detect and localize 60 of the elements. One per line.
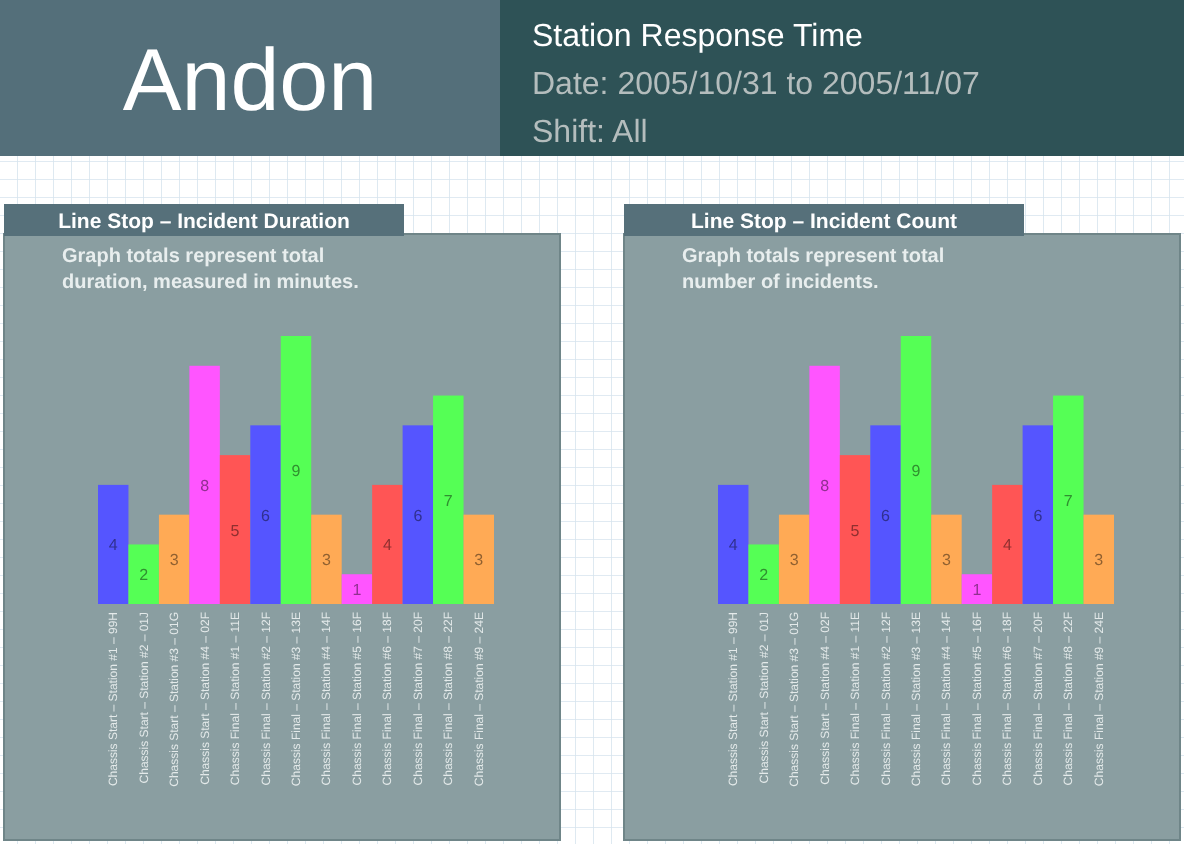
bar	[433, 395, 464, 604]
bar	[463, 514, 494, 604]
chart-title: Line Stop – Incident Duration	[58, 210, 350, 234]
data-label: 1	[352, 581, 363, 600]
bar	[900, 336, 932, 604]
data-label: 7	[443, 491, 454, 510]
text: Date: 2005/10/31 to 2005/11/07	[532, 68, 980, 102]
data-label: 3	[1094, 551, 1105, 570]
data-label: 8	[200, 476, 211, 495]
text: Station Response Time	[532, 20, 864, 54]
data-label: 6	[413, 506, 424, 525]
bar	[1022, 425, 1054, 604]
data-label: 5	[850, 521, 861, 540]
bar	[280, 336, 312, 604]
data-label: 4	[108, 536, 119, 555]
bar	[718, 484, 749, 604]
bar	[839, 455, 871, 604]
data-label: 2	[759, 566, 770, 585]
bar	[219, 455, 251, 604]
chart-title: Line Stop – Incident Count	[691, 210, 958, 234]
data-label: 3	[169, 551, 180, 570]
data-label: 2	[139, 566, 150, 585]
data-label: 3	[474, 551, 485, 570]
data-label: 3	[942, 551, 953, 570]
data-label: 8	[820, 476, 831, 495]
bar	[311, 514, 342, 604]
text: Graph totals represent total duration, measured in minutes.	[62, 246, 360, 294]
bar	[748, 544, 779, 604]
data-label: 7	[1063, 491, 1074, 510]
data-label: 3	[789, 551, 800, 570]
bar	[402, 425, 434, 604]
bar	[158, 514, 190, 604]
data-label: 6	[261, 506, 272, 525]
bar	[341, 574, 373, 604]
bar	[809, 365, 840, 604]
data-label: 6	[881, 506, 892, 525]
bar	[961, 574, 993, 604]
data-label: 4	[728, 536, 739, 555]
data-label: 9	[911, 462, 922, 480]
text: Graph totals represent total number of incidents.	[682, 246, 945, 294]
bar	[778, 514, 810, 604]
data-label: 9	[291, 462, 302, 480]
bar	[250, 425, 281, 604]
bar	[1083, 514, 1114, 604]
data-label: 1	[972, 581, 983, 600]
bar	[372, 484, 403, 604]
text: Shift: All	[532, 116, 648, 150]
bar	[870, 425, 901, 604]
bar	[98, 484, 129, 604]
data-label: 5	[230, 521, 241, 540]
data-label: 4	[1002, 536, 1013, 555]
text: Andon	[122, 32, 378, 130]
data-label: 6	[1033, 506, 1044, 525]
bar	[128, 544, 159, 604]
data-label: 3	[322, 551, 333, 570]
data-label: 4	[382, 536, 393, 555]
bar	[1053, 395, 1084, 604]
bar	[931, 514, 962, 604]
bar	[189, 365, 220, 604]
bar	[992, 484, 1023, 604]
